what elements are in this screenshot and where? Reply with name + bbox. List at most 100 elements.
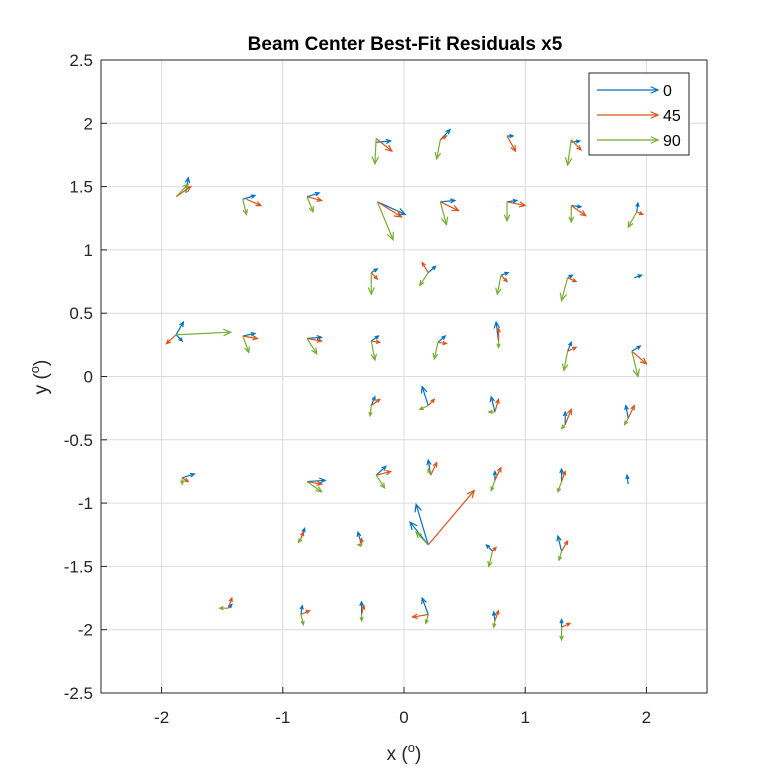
legend-arrow bbox=[597, 136, 660, 144]
arrow-head bbox=[420, 385, 428, 394]
arrow bbox=[635, 201, 640, 213]
arrow bbox=[415, 531, 429, 546]
arrow bbox=[375, 474, 386, 490]
arrow-head bbox=[421, 261, 426, 267]
arrow bbox=[430, 461, 438, 476]
arrow-shaft bbox=[567, 139, 572, 166]
arrow-shaft bbox=[490, 396, 496, 413]
arrow-head bbox=[487, 409, 493, 415]
arrow-shaft bbox=[627, 211, 638, 228]
arrow-head bbox=[297, 538, 303, 544]
arrow-head bbox=[178, 337, 184, 343]
arrow-shaft bbox=[563, 351, 569, 371]
arrow-shaft bbox=[494, 399, 500, 413]
y-tick-label: -1 bbox=[78, 494, 93, 513]
arrow bbox=[242, 199, 249, 216]
arrow bbox=[306, 477, 327, 484]
arrow-head bbox=[373, 268, 379, 273]
arrow bbox=[636, 211, 645, 216]
arrow-head bbox=[381, 465, 387, 471]
arrow-head bbox=[575, 139, 582, 144]
arrow bbox=[440, 198, 457, 204]
y-tick-label: -0.5 bbox=[64, 431, 93, 450]
arrow-shaft bbox=[175, 321, 184, 336]
arrow bbox=[420, 385, 429, 406]
arrow bbox=[567, 274, 574, 279]
arrow bbox=[559, 627, 564, 642]
arrow bbox=[437, 340, 448, 346]
arrow bbox=[571, 204, 583, 209]
arrow-head bbox=[359, 600, 364, 607]
arrow-shaft bbox=[570, 205, 587, 217]
arrow bbox=[439, 201, 449, 227]
arrow-head bbox=[228, 596, 233, 603]
arrow bbox=[367, 272, 375, 296]
arrow bbox=[568, 205, 575, 224]
arrow bbox=[631, 345, 642, 352]
arrow-head bbox=[308, 206, 314, 214]
arrow-head bbox=[503, 277, 509, 283]
y-tick-label: -2.5 bbox=[64, 684, 93, 703]
arrow-head bbox=[375, 339, 382, 344]
arrow-head bbox=[299, 604, 304, 610]
arrow bbox=[424, 614, 429, 625]
arrow bbox=[489, 395, 496, 413]
arrow-head bbox=[375, 398, 381, 404]
arrow-head bbox=[566, 408, 573, 416]
arrow-shaft bbox=[375, 138, 393, 152]
arrow-shaft bbox=[370, 398, 381, 407]
arrow bbox=[361, 604, 366, 615]
arrow bbox=[559, 277, 569, 302]
arrow-shaft bbox=[361, 605, 365, 615]
arrow-shaft bbox=[419, 405, 429, 410]
arrow-shaft bbox=[306, 336, 322, 340]
arrow bbox=[370, 335, 380, 342]
arrow-head bbox=[316, 337, 324, 343]
arrow bbox=[492, 620, 497, 629]
arrow-head bbox=[445, 128, 452, 135]
arrow-head bbox=[182, 183, 190, 191]
arrow bbox=[375, 465, 387, 476]
arrow-head bbox=[561, 363, 569, 372]
arrow bbox=[297, 538, 303, 544]
arrow bbox=[175, 183, 190, 198]
arrow-shaft bbox=[494, 467, 502, 481]
arrow-shaft bbox=[440, 201, 459, 212]
arrow bbox=[368, 405, 373, 418]
arrow-shaft bbox=[376, 201, 394, 241]
arrow-shaft bbox=[412, 613, 429, 618]
arrow bbox=[561, 622, 572, 628]
arrow bbox=[634, 274, 643, 279]
arrow-shaft bbox=[242, 332, 256, 337]
arrow bbox=[242, 335, 250, 354]
arrow-head bbox=[432, 461, 438, 468]
arrow bbox=[496, 341, 501, 349]
arrow-shaft bbox=[627, 405, 635, 419]
arrow-head bbox=[639, 357, 648, 365]
arrow bbox=[242, 194, 257, 200]
arrow-head bbox=[466, 489, 476, 499]
arrow-head bbox=[632, 368, 640, 378]
arrow-head bbox=[568, 216, 575, 224]
arrow-shaft bbox=[306, 337, 322, 342]
legend-label: 45 bbox=[663, 108, 681, 125]
arrow bbox=[556, 534, 563, 552]
arrow-shaft bbox=[625, 405, 629, 419]
legend-label: 0 bbox=[663, 83, 672, 100]
arrow bbox=[427, 265, 437, 274]
arrow bbox=[165, 334, 177, 345]
arrow bbox=[176, 328, 233, 337]
arrow-head bbox=[414, 502, 422, 513]
arrow-shaft bbox=[306, 481, 322, 493]
arrow-head bbox=[495, 609, 500, 615]
arrow-shaft bbox=[430, 462, 438, 476]
arrow-shaft bbox=[242, 335, 250, 353]
y-tick-label: 1 bbox=[84, 241, 93, 260]
arrow-shaft bbox=[488, 551, 494, 567]
arrow-head bbox=[568, 274, 574, 279]
arrow-head bbox=[638, 211, 645, 216]
arrow bbox=[557, 481, 563, 494]
arrow bbox=[370, 272, 379, 281]
arrow-shaft bbox=[506, 135, 517, 152]
arrow-shaft bbox=[376, 140, 391, 143]
